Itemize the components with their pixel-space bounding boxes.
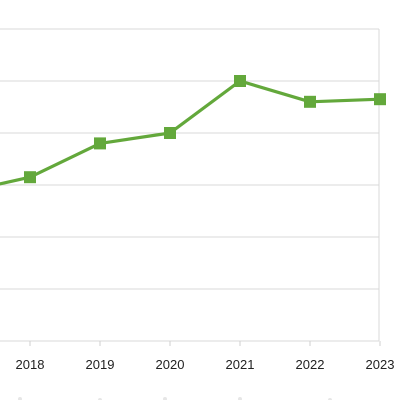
x-tick-label-2018: 2018 <box>16 357 45 372</box>
data-point-2022 <box>304 95 316 108</box>
x-tick-label-2020: 2020 <box>156 357 185 372</box>
data-point-2019 <box>94 137 106 150</box>
data-point-2020 <box>164 127 176 139</box>
x-tick-label-2022: 2022 <box>296 357 325 372</box>
clipped-text-fragment <box>18 397 22 400</box>
data-point-2021 <box>234 75 246 87</box>
x-tick-label-2023: 2023 <box>366 357 395 372</box>
clipped-text-fragment <box>163 397 167 400</box>
grid-layer <box>0 28 380 342</box>
x-tick-label-2019: 2019 <box>86 357 115 372</box>
clipped-text-fragment <box>238 397 242 400</box>
data-point-2023 <box>374 93 386 106</box>
series-layer <box>0 75 386 186</box>
series-line-0 <box>0 79 382 186</box>
x-tick-label-2021: 2021 <box>226 357 255 372</box>
axis-layer: 2018 2019 2020 2021 2022 2023 <box>16 341 395 372</box>
data-point-2018 <box>24 171 36 184</box>
